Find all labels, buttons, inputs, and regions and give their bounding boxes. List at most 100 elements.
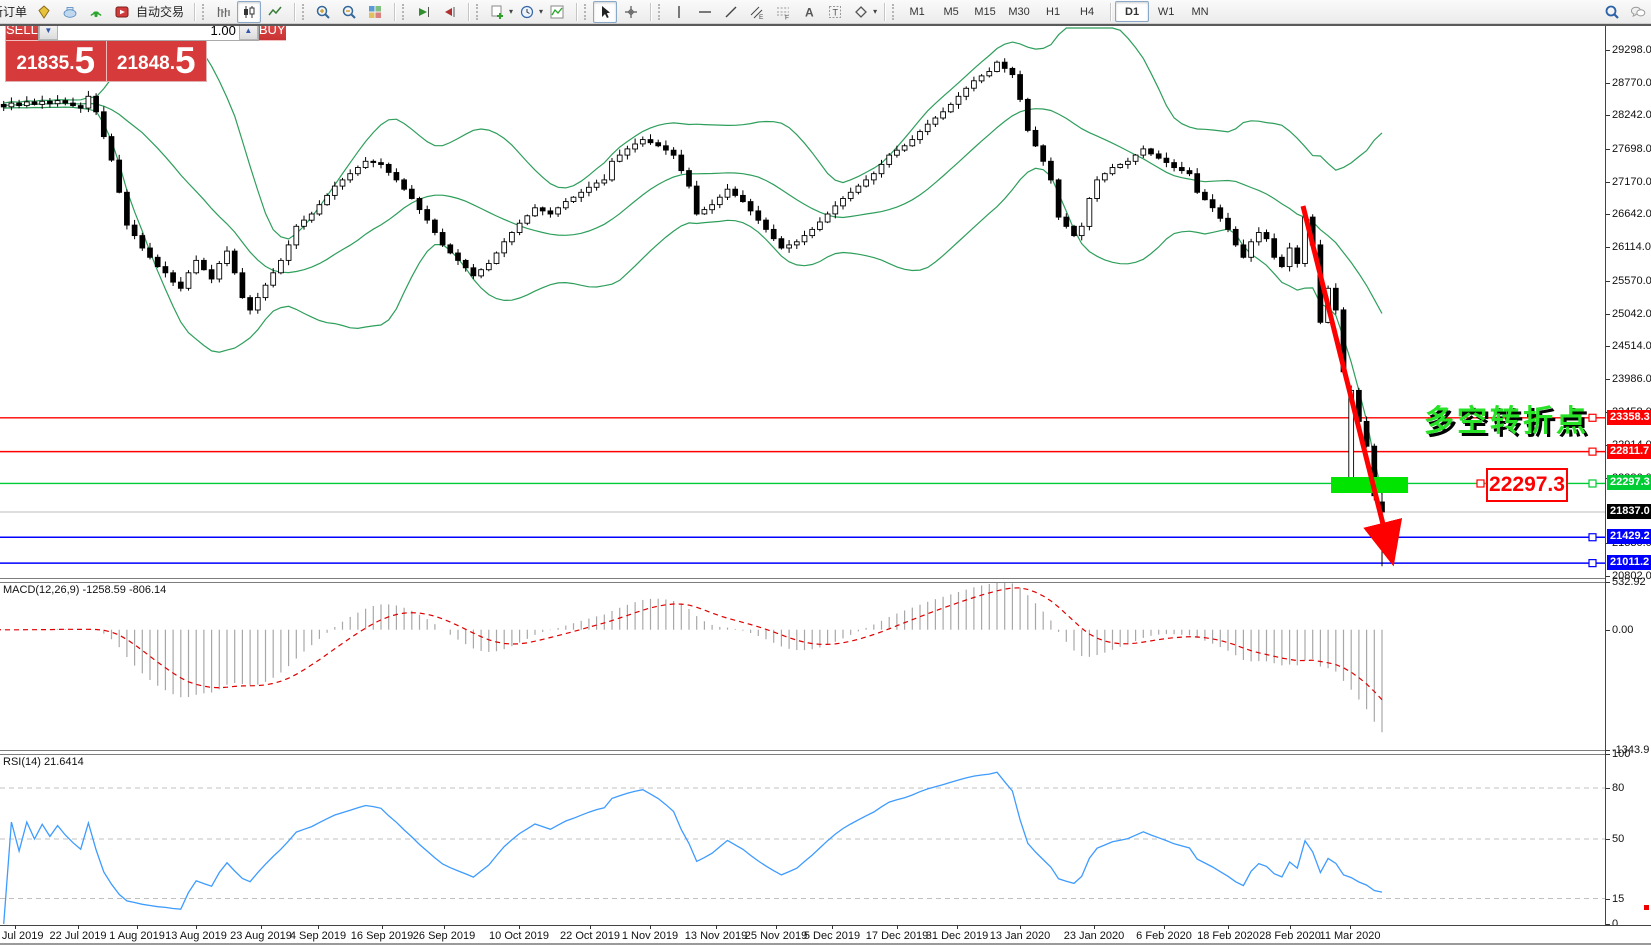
autotrading-label[interactable]: 自动交易 [136,5,185,19]
macd-panel-separator[interactable] [0,578,1651,583]
vertical-line-button[interactable] [667,1,691,23]
channel-glyph: E [750,6,764,20]
axis-tick-mark [1606,214,1610,216]
time-tick-mark [776,925,777,929]
time-tick-mark [1350,925,1351,929]
rsi-label: RSI(14) 21.6414 [3,756,84,768]
x-axis-label: 13 Nov 2019 [684,930,748,942]
buy-price-dot: . [169,53,176,74]
support-price-label[interactable]: 22297.3 [1486,468,1568,502]
zoom-in-button[interactable] [311,1,335,23]
time-tick-mark [137,925,138,929]
axis-tick-mark [1606,313,1610,315]
x-axis-label: 1 Nov 2019 [621,930,679,942]
new-order-button[interactable]: 新订单 [0,5,28,19]
timeframe-w1[interactable]: W1 [1157,5,1175,18]
dropdown-caret-icon[interactable]: ▾ [873,7,878,16]
buy-price-main: 21848 [116,53,170,74]
x-axis-label: 5 Dec 2019 [803,930,861,942]
axis-tick-mark [1606,750,1610,751]
crosshair-button[interactable] [619,1,643,23]
svg-text:E: E [759,14,764,20]
timeframe-h4[interactable]: H4 [1080,5,1095,18]
cursor-button[interactable] [593,0,618,23]
timeframe-d1[interactable]: D1 [1115,1,1150,22]
dropdown-caret-icon[interactable]: ▾ [509,7,514,16]
search-icon[interactable] [1600,1,1624,23]
price-axis[interactable]: 29298.0 28770.0 28242.0 27698.0 27170.0 26642… [1605,26,1651,930]
candlestick-chart-button[interactable] [237,0,262,23]
turning-point-annotation[interactable]: 多空转折点 [1424,405,1589,438]
timeframe-h1[interactable]: H1 [1046,5,1061,18]
horizontal-line-button[interactable] [693,1,717,23]
axis-tick-mark [1606,754,1610,755]
toolbar-drag-handle[interactable] [658,3,663,20]
line-chart-button[interactable] [263,1,287,23]
toolbar-separator [394,2,397,21]
svg-text:T: T [833,7,839,17]
text-button[interactable]: A [797,1,821,23]
label-button[interactable]: T [823,1,847,23]
signal-icon[interactable] [84,1,108,23]
price-level-badge: 21011.2 [1607,555,1651,571]
timeframe-m15[interactable]: M15 [974,5,996,18]
timeframe-mn[interactable]: MN [1191,5,1209,18]
bar-chart-button[interactable] [211,1,235,23]
x-axis-label: 23 Jan 2020 [1063,930,1125,942]
price-tick-label: 28242.0 [1612,109,1651,122]
price-tick-label: 26642.0 [1612,208,1651,221]
dropdown-caret-icon[interactable]: ▾ [539,7,544,16]
newchart-glyph [491,5,504,19]
linech-glyph [268,6,282,15]
gem-icon[interactable] [32,1,56,23]
trendline-button[interactable] [719,1,743,23]
price-tick-label: 29298.0 [1612,43,1651,56]
cloud-glyph [63,6,77,18]
x-axis-label: 28 Feb 2020 [1259,930,1321,942]
buy-price[interactable]: 21848 . 5 [107,41,207,81]
toolbar-drag-handle[interactable] [892,3,897,20]
x-axis-label: 23 Aug 2019 [230,930,292,942]
timeframe-m5[interactable]: M5 [943,5,959,18]
price-chart-canvas [0,27,1605,925]
time-tick-mark [1228,925,1229,929]
indicators-button[interactable] [545,1,569,23]
toolbar-drag-handle[interactable] [302,3,307,20]
x-axis-label: 4 Sep 2019 [289,930,347,942]
timeframe-m1[interactable]: M1 [909,5,925,18]
trend-arrow[interactable] [1300,205,1403,567]
labelt-glyph: T [829,5,842,18]
macd-label: MACD(12,26,9) -1258.59 -806.14 [3,584,167,596]
search-glyph [1605,5,1619,19]
autotrading-button[interactable] [110,1,134,23]
svg-text:F: F [785,14,789,20]
new-chart-button[interactable] [485,1,509,23]
toolbar-drag-handle[interactable] [584,3,589,20]
toolbar-separator [650,2,653,21]
channel-button[interactable]: E [745,1,769,23]
x-axis-label: 16 Sep 2019 [350,930,414,942]
rsi-panel-separator[interactable] [0,750,1651,755]
toolbar-drag-handle[interactable] [202,3,207,20]
time-tick-mark [382,925,383,929]
chat-icon[interactable] [1626,1,1650,23]
fibonacci-button[interactable]: F [771,1,795,23]
toolbar-drag-handle[interactable] [402,3,407,20]
toolbar-drag-handle[interactable] [476,3,481,20]
chart-shift-button[interactable] [437,1,461,23]
axis-tick-mark [1606,576,1610,578]
tile-windows-button[interactable] [363,1,387,23]
period-button[interactable] [515,1,539,23]
timeframe-m30[interactable]: M30 [1008,5,1030,18]
one-click-trading-panel: SELL ▼ ▲ BUY 21835 . 5 21848 . 5 [5,18,286,82]
cloud-icon[interactable] [58,1,82,23]
axis-tick-mark [1606,839,1610,840]
shapes-button[interactable] [849,1,873,23]
sell-price[interactable]: 21835 . 5 [6,41,107,81]
auto-scroll-button[interactable] [411,1,435,23]
price-tick-label: 23986.0 [1612,372,1651,385]
robot-glyph [115,6,129,17]
support-highlight-rect[interactable] [1331,477,1408,493]
zoom-out-button[interactable] [337,1,361,23]
